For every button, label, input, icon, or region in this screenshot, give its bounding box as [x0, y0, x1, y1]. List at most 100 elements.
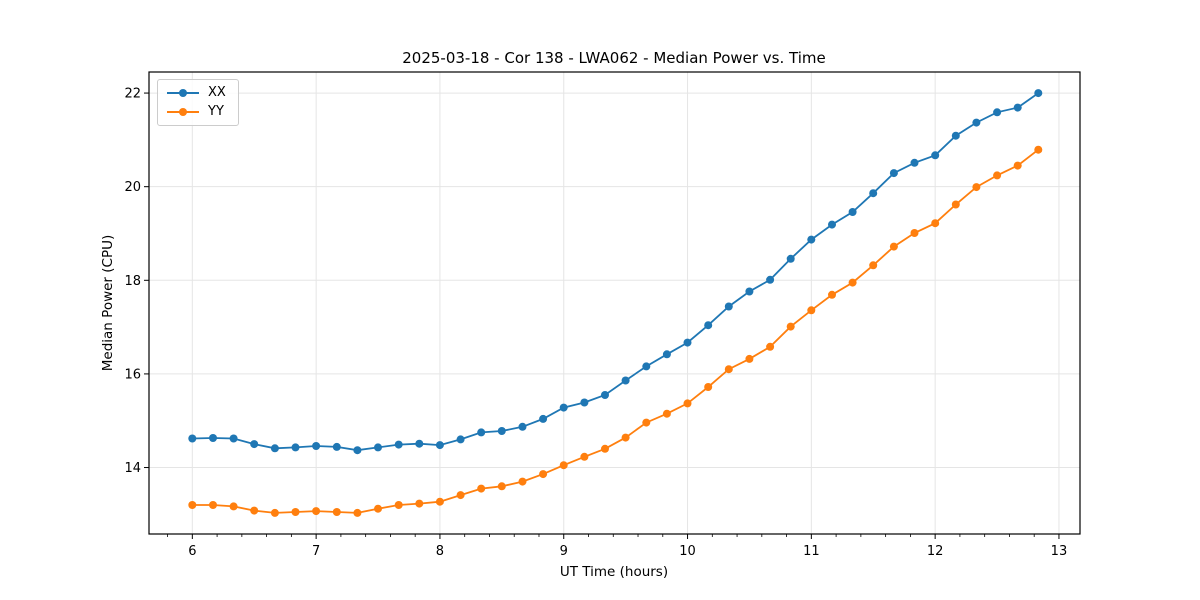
data-point-xx — [724, 302, 733, 311]
data-series — [188, 89, 1043, 517]
data-point-yy — [889, 242, 898, 251]
series-line-yy — [192, 148, 1039, 514]
x-tick-label: 8 — [436, 544, 444, 559]
y-tick-label: 22 — [124, 87, 141, 102]
data-point-yy — [766, 342, 775, 351]
data-point-xx — [435, 441, 444, 450]
data-point-xx — [188, 434, 197, 443]
data-point-xx — [477, 428, 486, 437]
axis-ticks — [144, 92, 1060, 539]
data-point-xx — [807, 235, 816, 244]
data-point-xx — [745, 287, 754, 296]
data-point-xx — [642, 362, 651, 371]
data-point-yy — [910, 229, 919, 237]
y-tick-label: 20 — [124, 180, 141, 195]
data-point-xx — [683, 338, 692, 347]
data-point-yy — [704, 383, 713, 391]
data-point-yy — [828, 290, 836, 299]
data-point-xx — [601, 391, 609, 399]
x-tick-label: 9 — [560, 544, 568, 559]
x-tick-label: 13 — [1051, 544, 1068, 559]
data-point-xx — [889, 169, 898, 178]
y-axis-label: Median Power (CPU) — [100, 235, 116, 371]
legend: XX YY — [157, 79, 239, 126]
data-point-xx — [518, 422, 527, 431]
data-point-yy — [869, 261, 878, 270]
data-point-xx — [374, 443, 382, 452]
gridlines — [149, 72, 1080, 534]
data-point-xx — [539, 414, 548, 423]
data-point-yy — [724, 365, 733, 374]
data-point-yy — [662, 409, 671, 418]
data-point-yy — [580, 452, 589, 461]
plot-border — [148, 71, 1081, 535]
data-point-xx — [869, 189, 878, 198]
x-axis-label: UT Time (hours) — [560, 564, 668, 580]
data-point-xx — [766, 275, 775, 284]
data-point-xx — [910, 158, 919, 167]
x-tick-label: 12 — [927, 544, 944, 559]
data-point-yy — [394, 501, 403, 509]
data-point-xx — [353, 446, 362, 455]
data-point-xx — [394, 440, 403, 449]
data-point-yy — [332, 508, 341, 516]
data-point-yy — [683, 399, 692, 408]
data-point-yy — [745, 354, 754, 363]
data-point-yy — [601, 444, 609, 453]
series-line-xx — [192, 92, 1039, 452]
data-point-yy — [374, 504, 382, 513]
x-tick-label: 10 — [679, 544, 696, 559]
data-point-xx — [456, 435, 465, 444]
y-tick-label: 14 — [124, 461, 141, 476]
data-point-xx — [229, 434, 238, 443]
data-point-xx — [415, 439, 424, 448]
data-point-yy — [456, 491, 465, 500]
data-point-xx — [704, 321, 713, 330]
data-point-xx — [662, 350, 671, 359]
data-point-yy — [270, 508, 279, 517]
data-point-yy — [435, 497, 444, 506]
data-point-yy — [807, 306, 816, 315]
legend-item-xx: XX — [167, 84, 226, 102]
data-point-xx — [1034, 89, 1043, 98]
data-point-xx — [312, 442, 321, 450]
data-point-xx — [621, 376, 630, 385]
legend-marker-xx — [167, 89, 199, 98]
data-point-xx — [291, 443, 300, 452]
chart-title: 2025-03-18 - Cor 138 - LWA062 - Median P… — [402, 49, 826, 67]
series-yy — [188, 145, 1043, 517]
data-point-yy — [291, 508, 300, 516]
data-point-xx — [951, 131, 960, 140]
data-point-yy — [229, 502, 238, 511]
data-point-yy — [477, 484, 486, 493]
legend-marker-yy — [167, 108, 199, 117]
legend-label-xx: XX — [208, 85, 226, 100]
tick-labels: 6 7 8 9 10 11 12 13 14 16 18 20 22 — [124, 87, 1067, 559]
x-tick-label: 7 — [312, 544, 320, 559]
data-point-xx — [993, 108, 1002, 117]
data-point-yy — [786, 322, 795, 331]
data-point-xx — [209, 434, 217, 442]
series-xx — [188, 89, 1043, 455]
data-point-xx — [559, 403, 568, 412]
data-point-xx — [786, 254, 795, 263]
data-point-xx — [848, 208, 857, 216]
legend-label-yy: YY — [208, 104, 224, 119]
x-tick-label: 11 — [803, 544, 820, 559]
data-point-yy — [250, 506, 259, 515]
data-point-xx — [972, 118, 981, 127]
data-point-yy — [642, 418, 651, 427]
data-point-yy — [539, 470, 548, 479]
data-point-xx — [270, 444, 279, 453]
data-point-yy — [518, 477, 527, 486]
data-point-yy — [312, 507, 321, 516]
data-point-xx — [931, 151, 940, 160]
data-point-yy — [931, 219, 940, 228]
data-point-yy — [848, 278, 857, 287]
data-point-xx — [332, 442, 341, 451]
y-tick-label: 18 — [124, 274, 141, 289]
data-point-yy — [353, 508, 362, 517]
data-point-xx — [1013, 103, 1022, 112]
data-point-yy — [1034, 145, 1043, 154]
